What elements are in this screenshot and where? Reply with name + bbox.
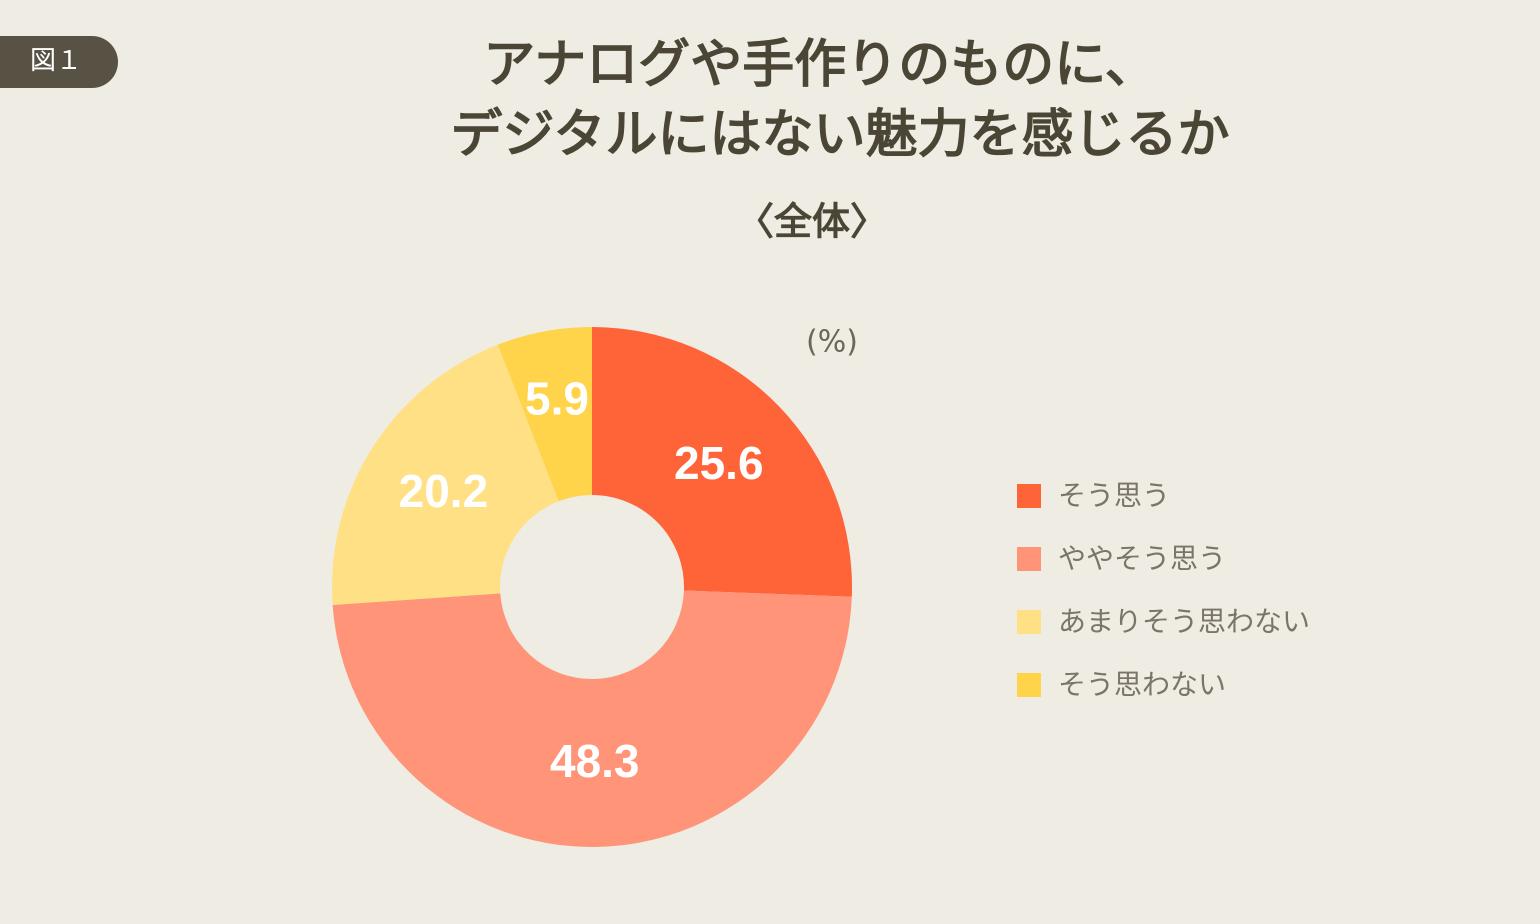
data-label: 25.6 — [674, 437, 764, 489]
legend-label: あまりそう思わない — [1058, 605, 1310, 638]
legend-label: ややそう思う — [1058, 542, 1226, 575]
badge: 図１ — [30, 46, 82, 76]
chart-title: デジタルにはない魅力を感じるか — [451, 105, 1230, 165]
slice — [332, 344, 559, 605]
data-label: 48.3 — [550, 735, 640, 787]
legend-swatch — [1017, 610, 1041, 634]
unit-label: (%) — [806, 325, 858, 360]
data-label: 20.2 — [399, 465, 489, 517]
legend-swatch — [1017, 547, 1041, 571]
slice — [592, 327, 852, 597]
legend-label: そう思う — [1058, 479, 1170, 512]
slice — [497, 327, 592, 502]
data-label: 5.9 — [525, 372, 589, 424]
badge-shape — [0, 36, 118, 88]
legend-label: そう思わない — [1058, 668, 1226, 701]
legend-swatch — [1017, 673, 1041, 697]
legend-swatch — [1017, 484, 1041, 508]
chart-title: アナログや手作りのものに、 — [483, 35, 1156, 95]
chart-subtitle: 〈全体〉 — [736, 200, 888, 244]
slice — [332, 590, 852, 847]
